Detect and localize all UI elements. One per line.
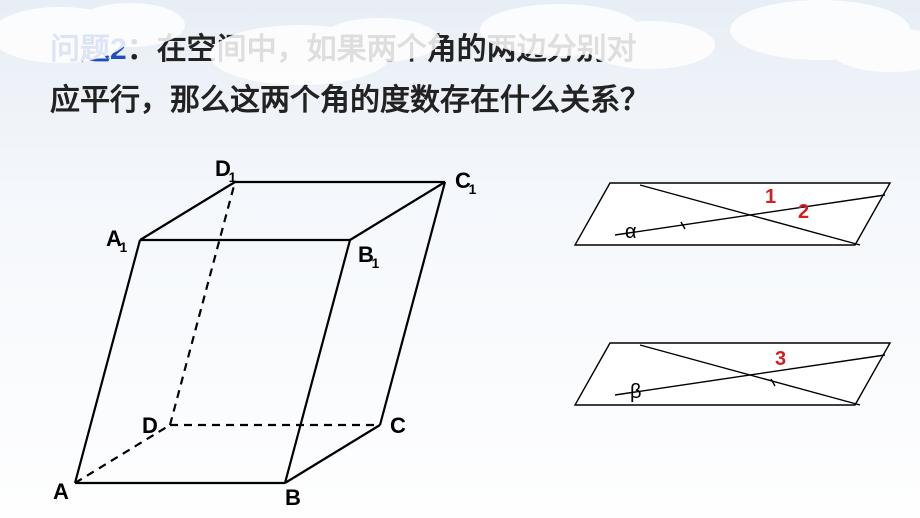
plane-alpha-diagram: 12 α [550,165,900,280]
cube-diagram: ABCDA1B1C1D1 [30,150,490,510]
vertex-label-B: B [285,485,301,510]
plane-beta-diagram: 3β [550,325,900,440]
svg-text:1: 1 [765,186,776,208]
question-label: 问题2 [50,33,127,66]
svg-text:3: 3 [775,348,786,370]
question-text: 问题2：在空间中，如果两个角的两边分别对 应平行，那么这两个角的度数存在什么关系… [0,0,920,126]
vertex-label-A: A [53,479,69,504]
svg-text:1: 1 [229,170,237,185]
svg-text:β: β [630,381,642,403]
vertex-label-D: D [142,413,158,438]
question-body-line1: 在空间中，如果两个角的两边分别对 [157,33,637,66]
svg-text:1: 1 [372,256,380,271]
svg-text:1: 1 [469,182,477,197]
svg-text:2: 2 [798,201,809,223]
vertex-label-C: C [390,413,406,438]
question-body-line2: 应平行，那么这两个角的度数存在什么关系？ [50,84,650,117]
svg-text:1: 1 [120,240,128,255]
question-colon: ： [127,33,157,66]
svg-text:α: α [625,221,637,243]
